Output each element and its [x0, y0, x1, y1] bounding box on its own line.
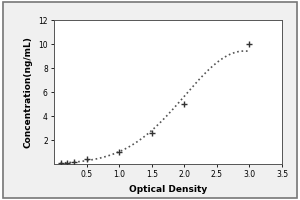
X-axis label: Optical Density: Optical Density — [129, 185, 207, 194]
Y-axis label: Concentration(ng/mL): Concentration(ng/mL) — [24, 36, 33, 148]
